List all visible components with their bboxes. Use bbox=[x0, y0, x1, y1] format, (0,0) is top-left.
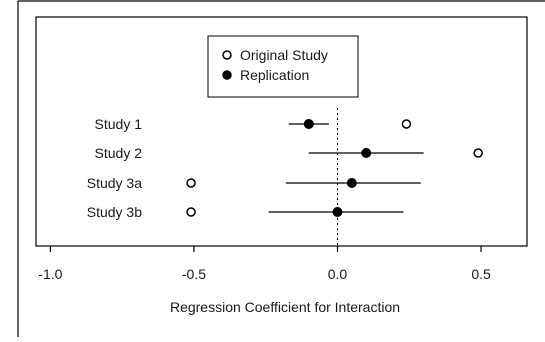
original-study-point bbox=[473, 148, 483, 158]
category-label: Study 3b bbox=[87, 204, 142, 220]
replication-point bbox=[361, 148, 372, 158]
legend-box bbox=[207, 35, 359, 98]
original-study-point bbox=[186, 178, 196, 188]
category-label: Study 1 bbox=[95, 116, 143, 132]
replication-point bbox=[346, 178, 357, 188]
original-study-point bbox=[401, 119, 412, 129]
data-marks bbox=[186, 119, 483, 217]
legend: Original Study Replication bbox=[207, 35, 359, 98]
x-tick-label: -1.0 bbox=[38, 266, 62, 282]
category-label: Study 3a bbox=[87, 175, 142, 191]
x-tick-label: 0.5 bbox=[471, 266, 491, 282]
x-tick-label: -0.5 bbox=[182, 266, 206, 282]
category-labels: Study 1 Study 2 Study 3a Study 3b bbox=[87, 116, 142, 220]
replication-point bbox=[303, 119, 314, 129]
original-study-point bbox=[186, 207, 196, 217]
legend-label-replication: Replication bbox=[240, 67, 309, 83]
replication-point bbox=[332, 207, 343, 217]
plot-area bbox=[35, 16, 528, 247]
x-axis: -1.0 -0.5 0.0 0.5 bbox=[38, 246, 491, 282]
legend-marker-original bbox=[222, 50, 232, 60]
category-label: Study 2 bbox=[95, 145, 143, 161]
legend-marker-replication bbox=[222, 70, 232, 80]
legend-label-original: Original Study bbox=[240, 47, 328, 63]
x-axis-label: Regression Coefficient for Interaction bbox=[170, 299, 400, 315]
x-tick-label: 0.0 bbox=[328, 266, 348, 282]
